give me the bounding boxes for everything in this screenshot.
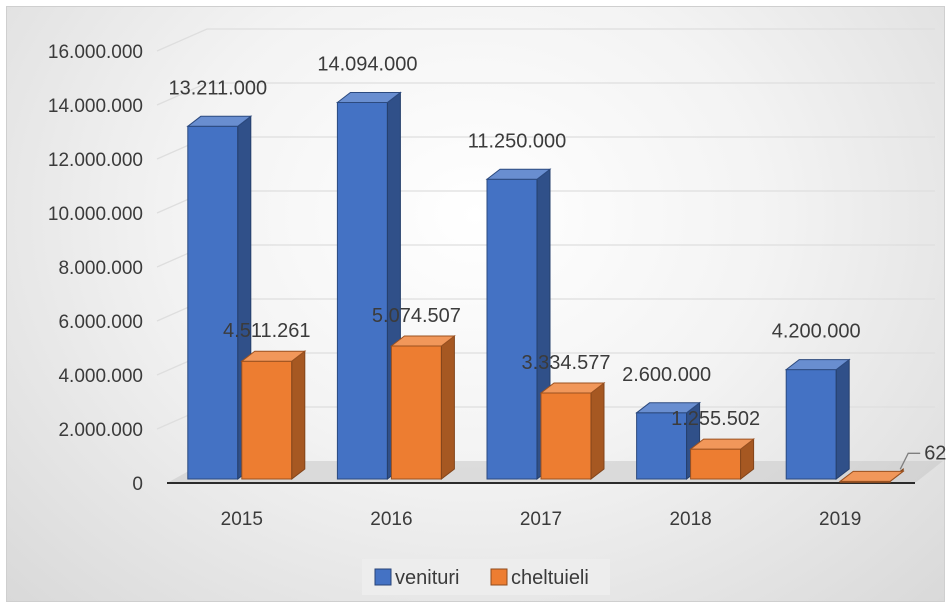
x-tick-label: 2015 [221,509,263,530]
gridline [156,82,935,106]
bar-cheltuieli-2015 [240,350,307,481]
bar-cheltuieli-2017 [539,381,606,481]
bar-top [539,382,606,394]
y-tick-label: 12.000.000 [48,150,143,171]
y-tick-label: 10.000.000 [48,204,143,225]
y-tick-label: 2.000.000 [58,420,143,441]
data-label-cheltuieli: 62.464 [924,442,946,464]
bar-venituri-2019 [784,358,851,481]
bar-chart: 0 2.000.000 4.000.000 6.000.000 8.000.000 10.… [48,28,946,595]
y-tick-label: 0 [132,474,143,495]
bar-front [390,345,442,480]
x-tick-label: 2018 [669,509,711,530]
bar-top [689,438,756,450]
bar-top [784,359,851,371]
data-labels: 13.211.000 4.511.261 14.094.000 5.074.507 11… [168,53,946,470]
data-label-cheltuieli: 1.255.502 [671,408,760,430]
legend-swatch-venituri [374,568,392,586]
bar-top [635,402,702,414]
data-label-venituri: 13.211.000 [168,77,267,99]
bar-front [690,448,742,480]
bar-cheltuieli-2016 [389,334,456,481]
bars [186,91,905,483]
x-tick-label: 2019 [819,509,861,530]
bar-front [187,125,239,480]
bar-side [590,381,605,481]
y-tick-label: 6.000.000 [58,312,143,333]
y-tick-label: 16.000.000 [48,42,143,63]
x-tick-label: 2017 [520,509,562,530]
bar-top [389,335,456,347]
data-label-cheltuieli: 3.334.577 [522,352,611,374]
bar-top [240,350,307,362]
gridline [156,28,935,52]
y-tick-label: 14.000.000 [48,96,143,117]
legend: venituri cheltuieli [362,559,610,595]
bar-top [186,115,253,127]
data-label-venituri: 4.200.000 [772,321,861,343]
bar-venituri-2017 [485,168,552,481]
bar-top [485,168,552,180]
y-tick-label: 8.000.000 [58,258,143,279]
legend-swatch-cheltuieli [490,568,508,586]
bar-side [440,334,455,481]
bar-top [838,470,905,482]
bar-top [335,91,402,103]
data-label-cheltuieli: 5.074.507 [372,305,461,327]
bar-front [241,360,293,480]
x-tick-label: 2016 [370,509,412,530]
legend-box [362,559,610,595]
bar-cheltuieli-2019 [838,467,905,483]
bar-front [540,392,592,480]
data-label-venituri: 11.250.000 [468,130,567,152]
bar-cheltuieli-2018 [689,438,756,481]
x-axis-ticks: 2015 2016 2017 2018 2019 [221,509,862,530]
bar-side [835,358,850,481]
bar-front [785,369,837,480]
bar-venituri-2016 [335,91,402,481]
bar-front [336,101,388,480]
bar-side [291,350,306,481]
data-label-cheltuieli: 4.511.261 [223,320,311,342]
legend-label-cheltuieli: cheltuieli [511,567,589,589]
leader-line [899,452,921,470]
y-tick-label: 4.000.000 [58,366,143,387]
legend-label-venituri: venituri [395,567,459,589]
data-label-venituri: 2.600.000 [622,364,711,386]
y-axis-ticks: 0 2.000.000 4.000.000 6.000.000 8.000.000 10.… [48,42,143,495]
bar-front [486,178,538,480]
data-label-venituri: 14.094.000 [317,53,417,75]
chart-frame: 0 2.000.000 4.000.000 6.000.000 8.000.000 10.… [6,6,946,602]
